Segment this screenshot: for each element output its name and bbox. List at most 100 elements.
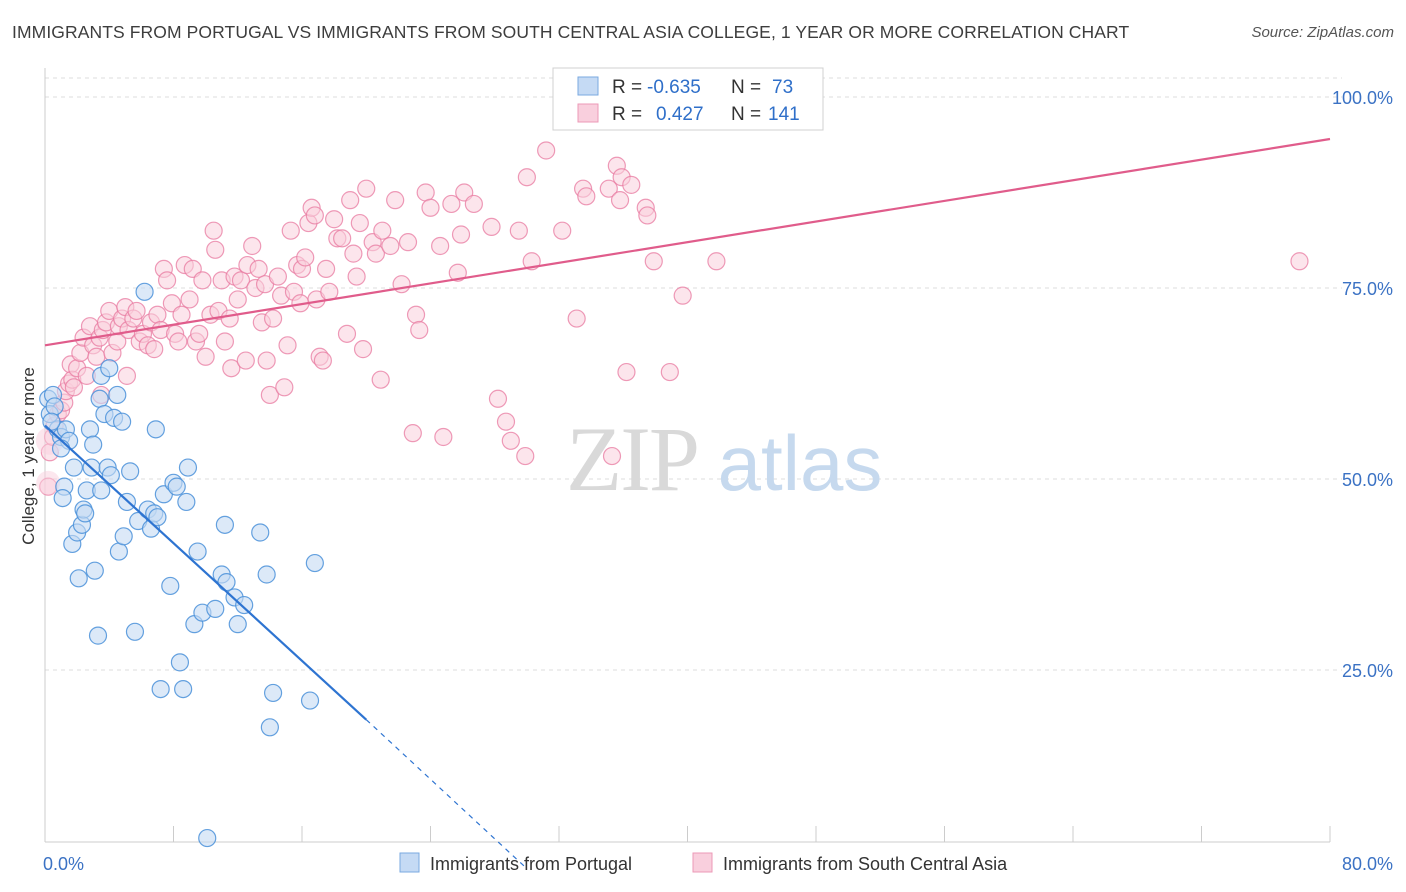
point-portugal [148,508,167,527]
point-south-central-asia [222,359,241,378]
point-south-central-asia [145,340,164,359]
point-south-central-asia [448,263,467,282]
chart-title: IMMIGRANTS FROM PORTUGAL VS IMMIGRANTS F… [12,22,1130,42]
point-south-central-asia [617,362,636,382]
point-portugal [206,599,225,618]
point-portugal [161,576,180,596]
point-portugal [45,397,64,416]
point-portugal [215,515,234,534]
series-legend-label-portugal: Immigrants from Portugal [430,854,632,874]
point-south-central-asia [553,221,572,240]
point-south-central-asia [263,309,283,328]
point-portugal [177,492,196,512]
point-south-central-asia [278,336,297,355]
legend-n-value-1: 73 [772,77,793,98]
point-south-central-asia [313,351,332,370]
y-tick-label: 100.0% [1332,88,1393,108]
point-south-central-asia [337,324,357,343]
point-south-central-asia [421,198,440,217]
point-south-central-asia [577,187,596,206]
watermark-zip: ZIP [566,408,698,510]
point-portugal [167,477,186,496]
point-south-central-asia [341,191,360,210]
point-south-central-asia [344,244,363,263]
point-south-central-asia [257,351,276,370]
point-south-central-asia [392,275,411,294]
point-portugal [263,683,283,703]
point-portugal [90,389,109,408]
point-portugal [42,412,61,431]
y-tick-label: 75.0% [1342,279,1393,299]
point-portugal [228,615,247,634]
point-portugal [64,458,84,477]
watermark: ZIP atlas [566,408,882,510]
point-south-central-asia [220,309,239,328]
point-south-central-asia [442,194,461,214]
point-south-central-asia [496,412,516,431]
point-south-central-asia [169,332,188,351]
point-south-central-asia [599,179,618,198]
point-south-central-asia [180,290,199,309]
point-portugal [114,527,133,546]
point-south-central-asia [488,389,508,408]
point-south-central-asia [196,347,215,366]
point-south-central-asia [347,267,366,286]
trend-lines [44,137,1331,870]
point-south-central-asia [172,305,191,324]
point-portugal [92,481,111,500]
x-tick-label-min: 0.0% [43,854,84,874]
point-portugal [112,412,132,431]
point-south-central-asia [243,236,262,256]
legend-n-label-1: N = [731,77,761,98]
point-south-central-asia [406,305,426,324]
point-south-central-asia [325,210,344,229]
point-portugal [121,462,140,481]
point-portugal [170,653,190,672]
point-portugal [146,420,165,439]
point-portugal [305,553,324,573]
point-south-central-asia [622,175,641,194]
x-tick-label-max: 80.0% [1342,854,1393,874]
point-south-central-asia [117,366,137,385]
legend-r-label-1: R = [612,77,642,98]
point-south-central-asia [644,252,663,271]
point-portugal [217,573,236,592]
correlation-legend: R = -0.635 N = 73 R = 0.427 N = 141 [552,67,824,131]
point-south-central-asia [366,244,385,263]
point-portugal [260,718,279,737]
point-portugal [300,691,320,710]
point-portugal [100,359,119,378]
point-portugal [84,435,103,454]
y-axis-label: College, 1 year or more [19,367,38,545]
point-south-central-asia [204,221,223,240]
watermark-atlas: atlas [718,419,883,507]
point-south-central-asia [482,217,501,236]
y-tick-label: 25.0% [1342,661,1393,681]
point-south-central-asia [206,240,225,259]
point-south-central-asia [228,290,247,309]
gridlines [45,77,1342,671]
point-portugal [51,439,71,458]
point-south-central-asia [231,271,251,290]
series-legend-swatch-pink [692,852,713,873]
point-south-central-asia [673,286,692,305]
point-south-central-asia [509,221,528,240]
point-south-central-asia [434,427,453,447]
point-south-central-asia [373,221,392,240]
legend-r-value-1: -0.635 [647,77,701,98]
legend-swatch-pink [577,103,599,123]
point-portugal [174,679,193,699]
point-south-central-asia [451,225,471,244]
source-credit: Source: ZipAtlas.com [1251,24,1394,41]
point-south-central-asia [410,320,429,340]
point-south-central-asia [403,424,422,443]
point-portugal [53,489,72,508]
point-south-central-asia [316,259,336,278]
point-south-central-asia [127,301,146,321]
point-portugal [135,282,154,301]
series-legend-label-south-central-asia: Immigrants from South Central Asia [723,854,1008,874]
point-portugal [109,542,128,561]
point-south-central-asia [157,271,177,290]
point-portugal [235,595,254,615]
